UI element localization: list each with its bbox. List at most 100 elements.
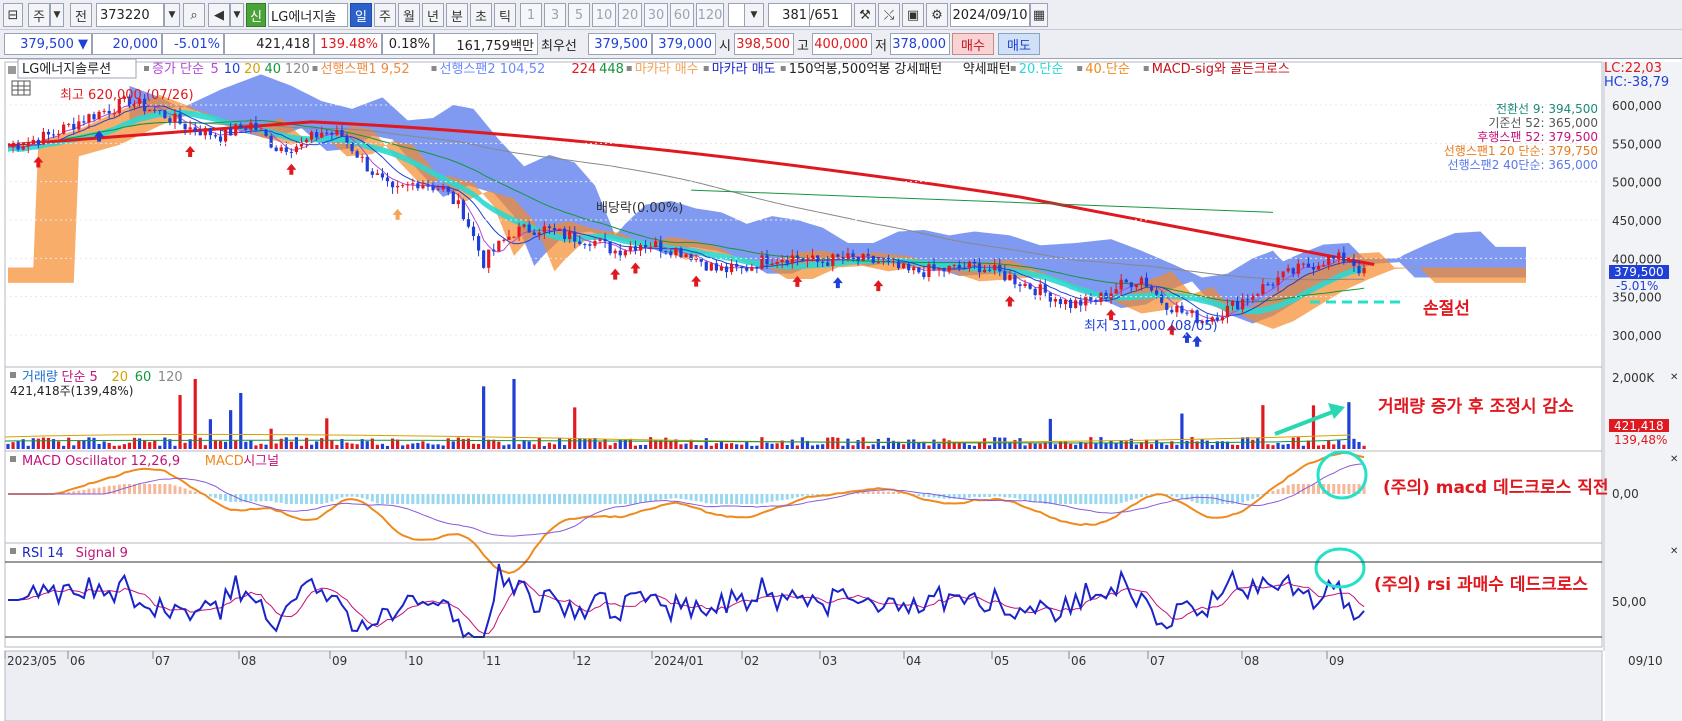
chevron-down-icon[interactable]: ▼	[164, 3, 180, 27]
volume-bar	[1175, 444, 1179, 449]
volume-bar	[633, 445, 638, 449]
signal-arrow-icon	[1181, 331, 1192, 343]
volume-bar	[1028, 442, 1032, 449]
volume-bar	[67, 437, 71, 449]
interval-20[interactable]: 20	[618, 3, 642, 27]
close-icon[interactable]: ✕	[1670, 372, 1678, 383]
period-year[interactable]: 년	[422, 3, 444, 27]
interval-1[interactable]: 1	[520, 3, 542, 27]
candle	[902, 263, 906, 269]
candle	[461, 200, 465, 220]
current-rate-label: -5.01%	[1616, 279, 1658, 293]
date-input[interactable]: 2024/09/10	[950, 3, 1030, 27]
candle	[922, 272, 926, 278]
volume-bar	[719, 440, 724, 449]
interval-30[interactable]: 30	[644, 3, 668, 27]
interval-120[interactable]: 120	[696, 3, 724, 27]
volume-rate: 139,48%	[1614, 433, 1667, 447]
candle	[1225, 305, 1230, 318]
save-icon[interactable]: ▣	[902, 3, 924, 27]
period-second[interactable]: 초	[470, 3, 492, 27]
candle	[532, 232, 536, 235]
close-icon[interactable]: ✕	[1670, 546, 1678, 557]
interval-10[interactable]: 10	[592, 3, 616, 27]
period-minute[interactable]: 분	[446, 3, 468, 27]
interval-60[interactable]: 60	[670, 3, 694, 27]
candle	[1215, 317, 1219, 321]
volume-bar	[193, 379, 197, 449]
candle	[72, 123, 76, 130]
close-icon[interactable]: ✕	[1670, 454, 1678, 465]
period-day[interactable]: 일	[350, 3, 372, 27]
tools-icon[interactable]: ⤯	[878, 3, 900, 27]
rsi-circle	[1314, 547, 1366, 589]
volume-bar	[87, 437, 91, 449]
candle	[203, 128, 207, 136]
sell-button[interactable]: 매도	[998, 33, 1040, 55]
candle	[67, 123, 71, 125]
candle	[714, 263, 718, 271]
candle	[1109, 293, 1113, 299]
x-tick-label: 09	[332, 654, 347, 668]
gear-icon[interactable]: ⚙	[926, 3, 948, 27]
volume-bar	[426, 443, 430, 449]
speaker-icon[interactable]: ◀	[208, 3, 230, 27]
y-axis-area	[1605, 62, 1682, 721]
candle	[669, 251, 673, 256]
period-week[interactable]: 주	[374, 3, 396, 27]
market-select[interactable]: 주	[28, 3, 50, 27]
stock-chart[interactable]: 300,000350,000400,000450,000500,000550,0…	[0, 59, 1682, 721]
interval-5[interactable]: 5	[568, 3, 590, 27]
y-axis-ticks: 300,000 350,000 400,000 450,000 500,000 550,0…	[5, 99, 1662, 343]
interval-3[interactable]: 3	[544, 3, 566, 27]
candle	[982, 269, 987, 273]
x-tick-label: 02	[744, 654, 759, 668]
candle	[370, 171, 374, 175]
stock-name[interactable]: LG에너지솔	[268, 3, 348, 27]
bar-count[interactable]: 381	[768, 3, 810, 27]
volume-bar	[638, 444, 643, 449]
candle	[512, 236, 516, 238]
search-icon[interactable]: ⌕	[183, 3, 205, 27]
open-label: 시	[719, 38, 731, 54]
volume-bar	[1124, 441, 1128, 449]
period-month[interactable]: 월	[398, 3, 420, 27]
candle	[659, 241, 663, 252]
chart-settings-icon[interactable]: ⚒	[854, 3, 876, 27]
candle	[552, 228, 557, 231]
table-icon[interactable]	[11, 80, 31, 96]
volume-bar	[1230, 444, 1235, 449]
volume-bar	[881, 445, 885, 449]
volume-bar	[664, 437, 668, 449]
candle	[846, 253, 850, 259]
chevron-down-icon[interactable]: ▼	[50, 3, 64, 27]
x-axis-ticks: 2023/05 06 07 08 09 10 11 12 2024/01 02 03 04 05 06 07…	[4, 651, 1344, 668]
volume-bar	[482, 386, 486, 449]
period-tick[interactable]: 틱	[494, 3, 516, 27]
candle	[31, 139, 35, 143]
code-input[interactable]: 373220	[96, 3, 164, 27]
candle	[365, 156, 369, 172]
volume-bar	[127, 442, 132, 449]
volume-bar	[1210, 444, 1214, 449]
candle	[193, 127, 197, 132]
candles	[11, 94, 1366, 326]
prev-button[interactable]: 전	[70, 3, 92, 27]
calendar-icon[interactable]: ▦	[1030, 3, 1048, 27]
stock-name-box[interactable]	[17, 59, 137, 79]
window-icon[interactable]: ⊟	[3, 3, 23, 27]
buy-button[interactable]: 매수	[952, 33, 994, 55]
volume-bar	[866, 445, 870, 449]
chevron-down-icon[interactable]: ▼	[744, 3, 764, 27]
candle	[62, 124, 66, 134]
candle	[608, 241, 612, 254]
volume-bar	[1185, 440, 1189, 449]
candle	[416, 183, 420, 189]
chevron-down-icon[interactable]: ▼	[230, 3, 244, 27]
candle	[289, 151, 293, 153]
turnover: 0.18%	[382, 33, 434, 55]
volume-bar	[132, 437, 137, 449]
x-tick-label: 07	[1150, 654, 1165, 668]
candle	[937, 268, 941, 270]
volume-bar	[593, 438, 597, 449]
